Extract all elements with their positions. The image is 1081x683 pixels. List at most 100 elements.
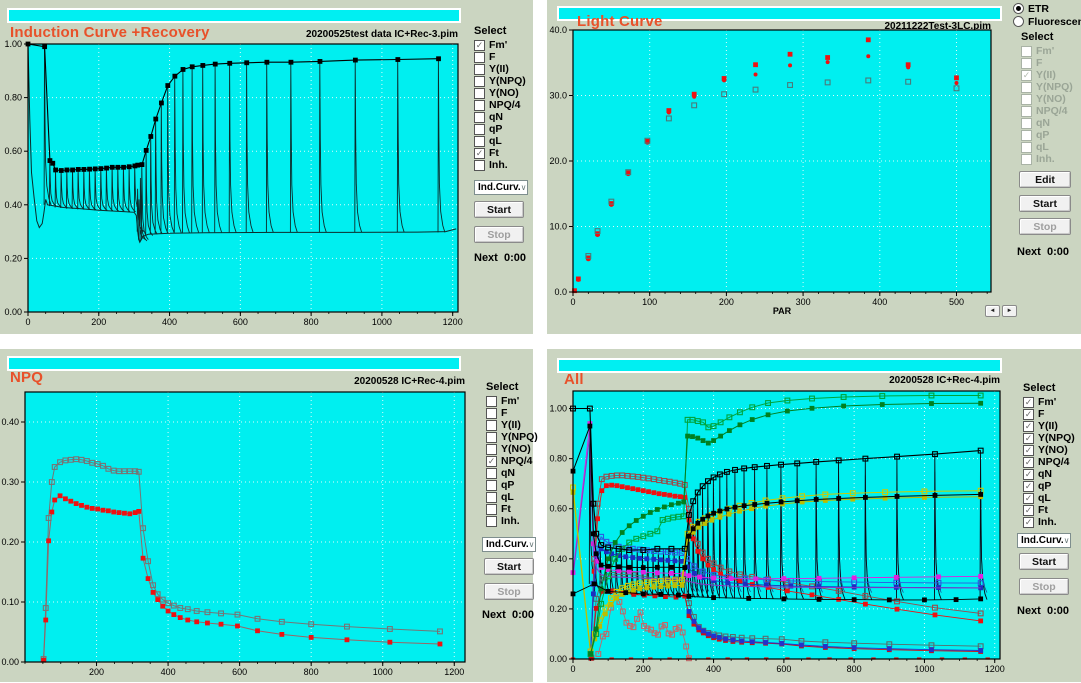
induction-controls: Select ✓ Fm' F Y(II) Y(NPQ) Y(NO) NPQ/4 qN qP qL ✓… [474,25,532,264]
svg-text:0.40: 0.40 [1,417,19,427]
light-start-button[interactable]: Start [1019,195,1071,212]
svg-text:20.0: 20.0 [549,156,567,166]
checkbox-npq4[interactable]: NPQ/4 [474,99,532,111]
checkbox-label: Inh. [489,159,508,171]
svg-text:1200: 1200 [443,317,463,327]
radio-selected-icon [1013,3,1024,14]
light-titlebar[interactable] [557,6,1002,21]
npq-stop-button: Stop [484,583,534,600]
checkbox-fm[interactable]: ✓ Fm' [1023,396,1077,408]
checkbox-qn: qN [1021,117,1077,129]
checkbox-unchecked-icon [474,159,485,171]
radio-etr[interactable]: ETR [1013,2,1077,15]
dropdown-value: Ind.Curv. [1021,535,1064,546]
checkbox-inh[interactable]: ✓ Inh. [1023,516,1077,528]
checkbox-label: qN [489,111,503,123]
checkbox-unchecked-icon [486,407,497,419]
checkbox-unchecked-icon [1021,57,1032,69]
checkbox-f[interactable]: F [474,51,532,63]
checkbox-qn[interactable]: ✓ qN [1023,468,1077,480]
light-curve-chart: 0 100 200 300 400 500 0.0 10.0 20.0 30.0 40.0 PAR [549,25,992,316]
checkbox-checked-icon: ✓ [1023,468,1034,480]
checkbox-npq4[interactable]: ✓ NPQ/4 [486,455,533,467]
checkbox-qp[interactable]: qP [474,123,532,135]
svg-text:600: 600 [232,667,247,677]
checkbox-unchecked-icon [474,135,485,147]
checkbox-f[interactable]: ✓ F [1023,408,1077,420]
npq-chart: 200 400 600 800 1000 1200 0.00 0.10 0.20 0.30 0.40 [1,391,466,677]
induction-titlebar[interactable] [7,8,461,23]
checkbox-label: qN [501,467,515,479]
induction-start-button[interactable]: Start [474,201,524,218]
svg-text:300: 300 [796,297,811,307]
prev-curve-button[interactable]: ◄ [985,305,1000,317]
next-curve-button[interactable]: ► [1002,305,1017,317]
checkbox-ynpq: Y(NPQ) [1021,81,1077,93]
checkbox-checked-icon: ✓ [474,147,485,159]
svg-text:0.60: 0.60 [549,504,567,514]
checkbox-label: Inh. [1036,153,1055,165]
checkbox-ft[interactable]: ✓ Ft [1023,504,1077,516]
checkbox-ft[interactable]: ✓ Ft [474,147,532,159]
checkbox-unchecked-icon [474,111,485,123]
all-curve-type-dropdown[interactable]: Ind.Curv. ∨ [1017,533,1071,548]
npq-start-button[interactable]: Start [484,558,534,575]
checkbox-f: F [1021,57,1077,69]
checkbox-unchecked-icon [1021,105,1032,117]
svg-text:400: 400 [706,664,721,674]
chevron-down-icon: ∨ [1063,536,1070,545]
svg-text:30.0: 30.0 [549,91,567,101]
radio-etr-label: ETR [1028,2,1049,15]
checkbox-yii[interactable]: Y(II) [486,419,533,431]
light-title: Light Curve [577,13,663,30]
all-titlebar[interactable] [557,358,1002,373]
checkbox-qp[interactable]: qP [486,479,533,491]
all-file-name: 20200528 IC+Rec-4.pim [889,375,1000,386]
checkbox-ynpq[interactable]: Y(NPQ) [474,75,532,87]
checkbox-unchecked-icon [1021,153,1032,165]
svg-text:200: 200 [636,664,651,674]
radio-fluorescence[interactable]: Fluorescence [1013,15,1081,28]
checkbox-ynpq[interactable]: Y(NPQ) [486,431,538,443]
npq-curve-type-dropdown[interactable]: Ind.Curv. ∨ [482,537,536,552]
checkbox-fm[interactable]: ✓ Fm' [474,39,532,51]
dropdown-value: Ind.Curv. [486,539,529,550]
dropdown-value: Ind.Curv. [478,182,521,193]
checkbox-label: NPQ/4 [1036,105,1068,117]
svg-text:1000: 1000 [373,667,393,677]
checkbox-qp[interactable]: ✓ qP [1023,480,1077,492]
svg-text:400: 400 [872,297,887,307]
induction-stop-button: Stop [474,226,524,243]
checkbox-qn[interactable]: qN [474,111,532,123]
checkbox-ft[interactable]: Ft [486,503,533,515]
checkbox-label: Fm' [501,395,520,407]
induction-chart: 0 200 400 600 800 1000 1200 0.00 0.20 0.40 0.60 0.8… [4,39,463,327]
checkbox-yno[interactable]: Y(NO) [486,443,533,455]
checkbox-npq4[interactable]: ✓ NPQ/4 [1023,456,1077,468]
checkbox-fm[interactable]: Fm' [486,395,533,407]
checkbox-yii[interactable]: Y(II) [474,63,532,75]
checkbox-f[interactable]: F [486,407,533,419]
svg-text:0: 0 [25,317,30,327]
all-start-button[interactable]: Start [1019,553,1069,570]
checkbox-ql[interactable]: qL [486,491,533,503]
checkbox-yii[interactable]: ✓ Y(II) [1023,420,1077,432]
checkbox-qn[interactable]: qN [486,467,533,479]
checkbox-ql[interactable]: ✓ qL [1023,492,1077,504]
checkbox-label: F [1038,408,1045,420]
checkbox-yno[interactable]: Y(NO) [474,87,532,99]
checkbox-checked-icon: ✓ [1021,69,1032,81]
checkbox-inh[interactable]: Inh. [474,159,532,171]
induction-curve-type-dropdown[interactable]: Ind.Curv. ∨ [474,180,528,195]
checkbox-ynpq[interactable]: ✓ Y(NPQ) [1023,432,1077,444]
svg-text:40.0: 40.0 [549,25,567,35]
checkbox-inh[interactable]: Inh. [486,515,533,527]
light-edit-button[interactable]: Edit [1019,171,1071,188]
svg-text:1200: 1200 [444,667,464,677]
checkbox-yno[interactable]: ✓ Y(NO) [1023,444,1077,456]
checkbox-unchecked-icon [1021,93,1032,105]
checkbox-label: Ft [1038,504,1048,516]
npq-titlebar[interactable] [7,356,461,371]
checkbox-ql[interactable]: qL [474,135,532,147]
checkbox-label: Y(II) [501,419,521,431]
